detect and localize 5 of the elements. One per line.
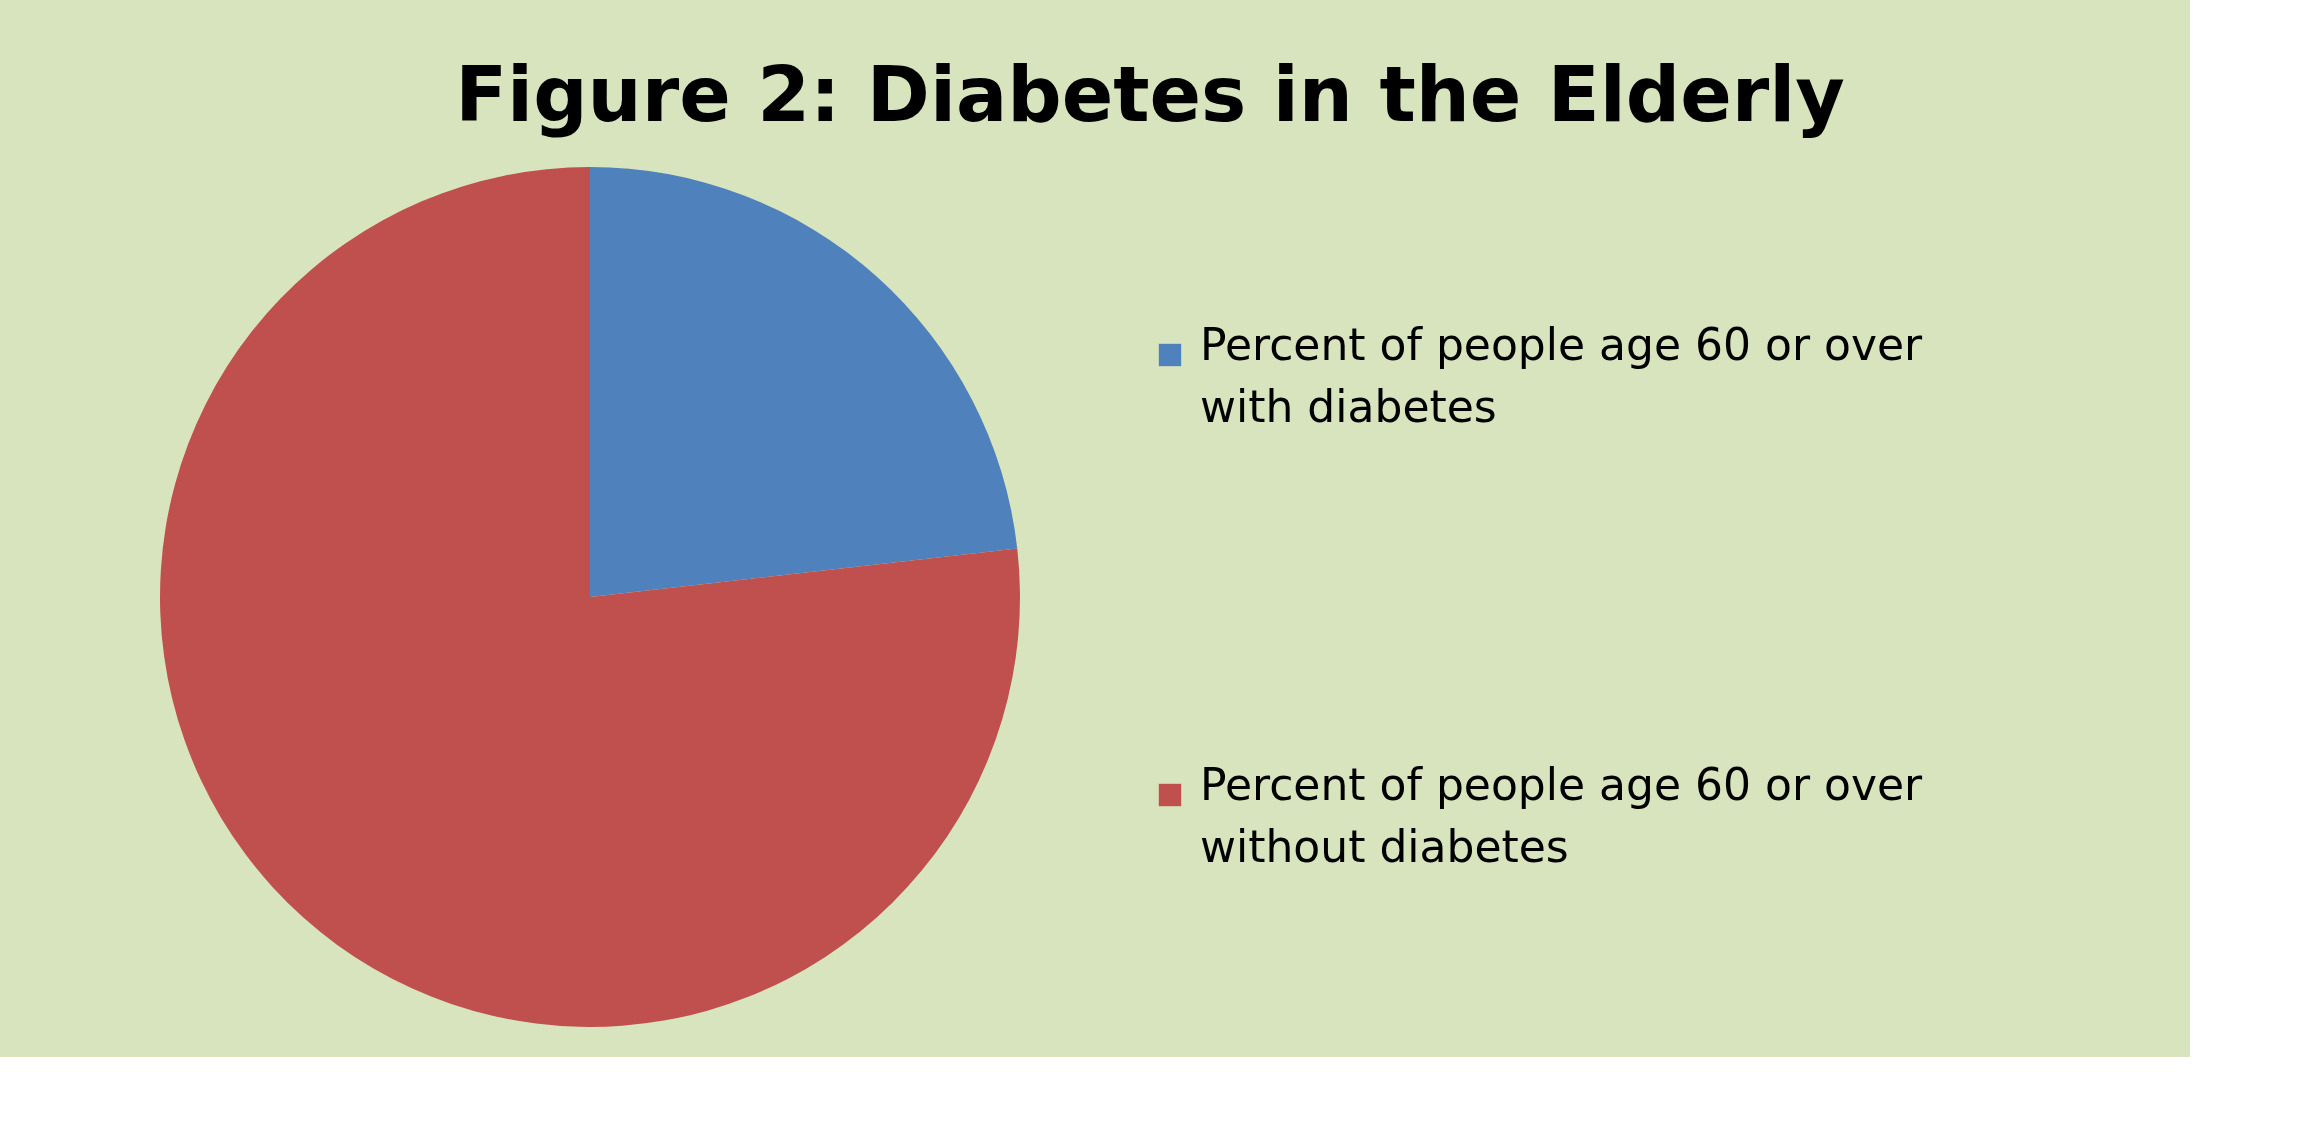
pie-slice xyxy=(160,167,1020,1027)
chart-title: Figure 2: Diabetes in the Elderly xyxy=(455,50,1845,139)
legend-label: Percent of people age 60 or over with diabetes xyxy=(1200,319,1924,432)
legend-label: Percent of people age 60 or over without diabetes xyxy=(1200,759,1924,872)
pie-slice xyxy=(590,167,1018,597)
